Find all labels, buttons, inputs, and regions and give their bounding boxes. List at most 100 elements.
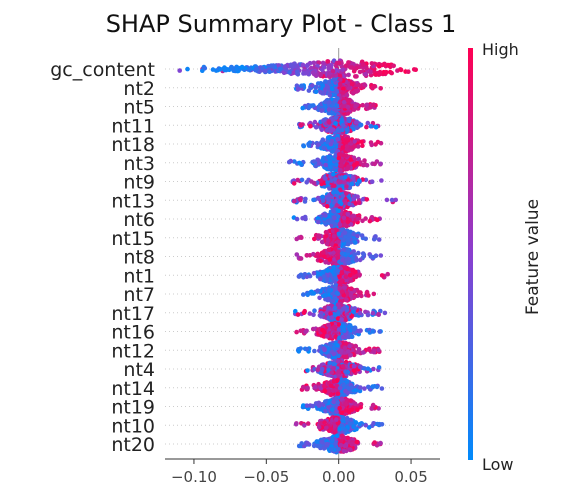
shap-point: [335, 359, 341, 364]
shap-point: [348, 292, 354, 298]
shap-point: [342, 180, 347, 185]
shap-point: [351, 309, 356, 315]
shap-point: [327, 257, 333, 262]
shap-point: [341, 215, 347, 221]
shap-point: [287, 70, 292, 75]
shap-point: [339, 162, 344, 168]
shap-point: [341, 392, 346, 398]
shap-point: [311, 103, 316, 108]
shap-point: [311, 251, 316, 257]
shap-point: [349, 181, 355, 187]
shap-point: [356, 82, 362, 88]
shap-point: [340, 67, 345, 73]
shap-point: [305, 292, 311, 298]
shap-point: [339, 251, 345, 256]
shap-point: [376, 347, 381, 353]
shap-point: [322, 388, 328, 394]
shap-point: [331, 190, 336, 195]
shap-point: [364, 124, 369, 130]
shap-point: [311, 159, 317, 164]
shap-point: [338, 167, 343, 173]
shap-point: [320, 198, 326, 203]
shap-point: [389, 70, 395, 76]
shap-point: [326, 354, 332, 359]
shap-point: [315, 142, 321, 147]
shap-point: [352, 163, 357, 168]
shap-point: [355, 216, 361, 222]
shap-point: [334, 162, 339, 168]
shap-point: [294, 252, 300, 257]
shap-point: [335, 268, 341, 274]
shap-point: [356, 200, 362, 206]
shap-point: [356, 250, 361, 256]
shap-point: [329, 116, 334, 121]
shap-point: [348, 157, 353, 162]
shap-point: [320, 333, 326, 339]
shap-point: [370, 384, 376, 389]
shap-point: [319, 366, 325, 372]
shap-point: [335, 291, 341, 297]
shap-point: [347, 323, 353, 328]
shap-point: [303, 196, 308, 202]
shap-point: [177, 68, 182, 73]
shap-point: [299, 83, 304, 89]
shap-point: [286, 159, 292, 165]
shap-point: [299, 235, 304, 240]
shap-point: [320, 194, 326, 200]
shap-point: [343, 200, 348, 206]
shap-point: [331, 345, 337, 351]
shap-point: [335, 128, 341, 133]
shap-point: [335, 137, 340, 142]
shap-point: [343, 388, 348, 394]
shap-point: [358, 364, 363, 370]
shap-point: [351, 196, 356, 202]
shap-point: [330, 388, 336, 393]
shap-point: [309, 83, 315, 88]
beeswarm-row-nt17: [293, 302, 388, 324]
shap-point: [323, 87, 328, 93]
shap-point: [376, 312, 381, 317]
shap-point: [332, 177, 338, 182]
shap-point: [297, 160, 302, 166]
shap-point: [344, 92, 350, 98]
shap-point: [322, 383, 327, 389]
shap-point: [319, 108, 325, 113]
shap-point: [365, 312, 371, 318]
shap-point: [352, 326, 357, 332]
shap-point: [323, 99, 328, 105]
shap-point: [341, 153, 347, 158]
shap-point: [303, 329, 308, 335]
shap-point: [340, 145, 346, 150]
shap-point: [337, 199, 343, 205]
shap-point: [325, 372, 331, 378]
shap-point: [317, 295, 322, 301]
shap-point: [346, 260, 351, 266]
shap-point: [331, 233, 337, 239]
shap-point: [372, 83, 377, 89]
shap-point: [307, 104, 313, 109]
shap-point: [320, 158, 325, 163]
shap-point: [278, 66, 283, 72]
shap-point: [326, 238, 331, 243]
shap-point: [344, 379, 350, 384]
shap-point: [373, 72, 379, 77]
shap-point: [290, 70, 296, 76]
shap-point: [335, 302, 341, 307]
shap-point: [346, 164, 351, 169]
shap-point: [327, 92, 333, 98]
beeswarm-row-nt15: [294, 227, 382, 249]
shap-point: [379, 273, 385, 278]
shap-point: [337, 99, 342, 105]
shap-point: [349, 286, 354, 292]
shap-point: [321, 61, 326, 66]
shap-point: [336, 327, 342, 332]
shap-point: [321, 118, 326, 123]
shap-point: [318, 258, 323, 264]
shap-point: [346, 86, 352, 91]
shap-point: [358, 385, 363, 390]
shap-point: [362, 158, 367, 163]
shap-point: [332, 99, 338, 104]
shap-point: [345, 127, 350, 133]
shap-point: [301, 292, 306, 297]
